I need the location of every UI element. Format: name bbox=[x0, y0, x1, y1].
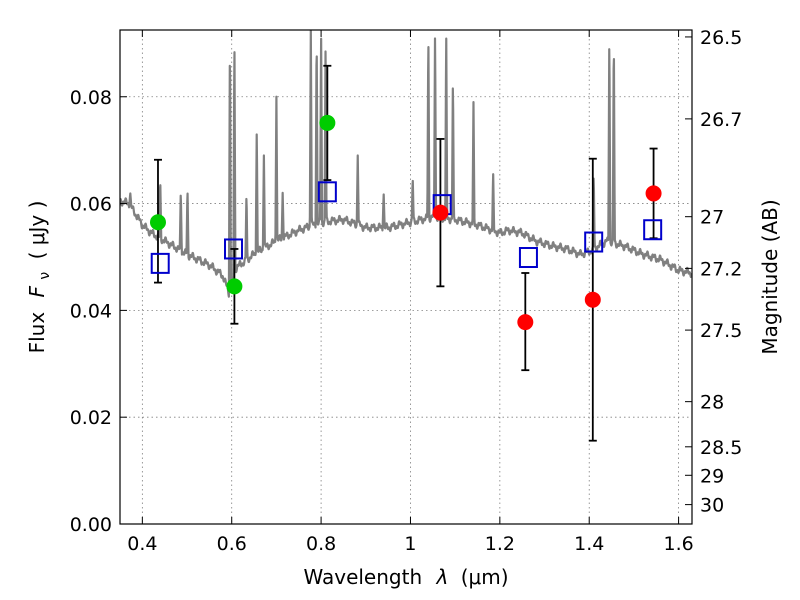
x-axis-symbol: λ bbox=[436, 565, 449, 589]
magnitude-tick-label: 26.5 bbox=[700, 27, 742, 49]
x-axis-unit: (μm) bbox=[461, 565, 509, 589]
model-square bbox=[224, 238, 244, 260]
model-square bbox=[584, 231, 604, 253]
magnitude-tick-label: 26.7 bbox=[700, 109, 742, 131]
x-tick-label: 1.4 bbox=[574, 533, 604, 555]
magnitude-axis-label: Magnitude (AB) bbox=[758, 199, 782, 354]
magnitude-tick-label: 27.2 bbox=[700, 258, 742, 280]
magnitude-tick-label: 27 bbox=[700, 207, 724, 229]
green-point bbox=[226, 278, 243, 295]
green-point bbox=[319, 114, 336, 131]
axis-ticks: 0.4 0.6 0.8 1 1.2 1.4 1.6 0.00 0.02 0.04 0.06 0.08 2… bbox=[70, 27, 743, 555]
model-square bbox=[518, 247, 538, 269]
data-markers bbox=[149, 114, 663, 331]
plot-frame bbox=[119, 29, 693, 525]
y-tick-label: 0.08 bbox=[70, 87, 112, 109]
red-point bbox=[432, 204, 449, 221]
magnitude-tick-label: 27.5 bbox=[700, 320, 742, 342]
y-axis-label-text: Flux bbox=[25, 312, 49, 354]
y-axis-symbol: F bbox=[25, 285, 49, 297]
x-tick-label: 1.2 bbox=[485, 533, 515, 555]
red-point bbox=[645, 185, 662, 202]
red-point bbox=[584, 291, 601, 308]
x-tick-label: 0.6 bbox=[217, 533, 247, 555]
x-tick-label: 1 bbox=[404, 533, 416, 555]
x-tick-label: 0.4 bbox=[127, 533, 157, 555]
green-point bbox=[149, 214, 166, 231]
y-axis-subscript: ν bbox=[37, 272, 53, 280]
model-square bbox=[317, 181, 337, 203]
magnitude-tick-label: 28.5 bbox=[700, 437, 742, 459]
y-tick-label: 0.00 bbox=[70, 514, 112, 536]
model-square bbox=[643, 219, 663, 241]
x-tick-label: 0.8 bbox=[306, 533, 336, 555]
x-axis-label: Wavelength λ (μm) bbox=[303, 565, 508, 589]
red-point bbox=[517, 314, 534, 331]
x-axis-label-text: Wavelength bbox=[303, 565, 422, 589]
magnitude-tick-label: 29 bbox=[700, 465, 724, 487]
model-square bbox=[150, 252, 170, 274]
y-axis-unit: ( μJy ) bbox=[25, 201, 49, 260]
magnitude-tick-label: 30 bbox=[700, 495, 724, 517]
magnitude-tick-label: 28 bbox=[700, 392, 724, 414]
y-tick-label: 0.04 bbox=[70, 300, 112, 322]
y-tick-label: 0.06 bbox=[70, 194, 112, 216]
x-tick-label: 1.6 bbox=[663, 533, 693, 555]
y-axis-label: Flux F ν ( μJy ) bbox=[25, 201, 54, 354]
y-tick-label: 0.02 bbox=[70, 407, 112, 429]
